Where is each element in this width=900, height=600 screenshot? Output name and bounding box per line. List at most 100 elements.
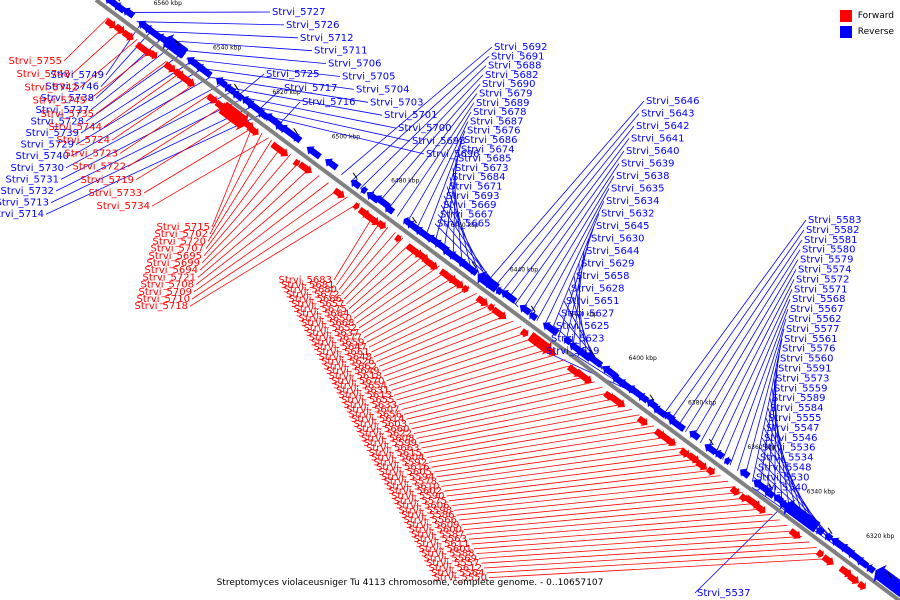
reverse-feature-arrow [519,304,532,316]
reverse-feature-arrow [866,564,876,574]
reverse-gene-label: Strvi_5658 [576,271,630,282]
forward-gene-label: Strvi_5602 [388,486,442,497]
forward-gene-label: Strvi_5612 [428,563,482,574]
forward-leader-line [195,182,329,285]
forward-leader-line [383,326,522,377]
reverse-gene-label: Strvi_5685 [458,154,512,165]
reverse-leader-line [100,31,151,87]
reverse-leader-line [443,149,460,252]
reverse-gene-label: Strvi_5746 [45,82,99,93]
tick-label: 6340 kbp [807,488,835,495]
reverse-gene-label: Strvi_5546 [764,433,818,444]
forward-gene-label: Strvi_5592 [373,457,427,468]
forward-gene-label: Strvi_5699 [146,258,200,269]
tick-mark [590,349,596,357]
forward-leader-line [197,175,320,278]
reverse-leader-line [396,102,475,217]
reverse-feature-arrow [351,179,362,190]
reverse-gene-label: Strvi_5548 [758,463,812,474]
forward-leader-line [111,82,196,141]
forward-gene-label: Strvi_5745 [32,96,86,107]
reverse-gene-label: Strvi_5629 [581,259,635,270]
forward-gene-label: Strvi_5719 [80,175,134,186]
reverse-leader-line [173,49,327,64]
forward-leader-line [351,254,426,314]
reverse-gene-label: Strvi_5690 [482,79,536,90]
reverse-gene-label: Strvi_5644 [586,246,640,257]
reverse-leader-line [198,67,355,90]
reverse-feature-arrow [764,488,776,499]
forward-gene-label: Strvi_5723 [64,148,118,159]
reverse-gene-label: Strvi_5725 [266,69,320,80]
reverse-leader-line [45,114,262,215]
reverse-gene-label: Strvi_5530 [756,472,810,483]
reverse-gene-label: Strvi_5729 [20,140,74,151]
forward-gene-label: Strvi_5722 [72,162,126,173]
forward-leader-line [191,196,348,300]
reverse-leader-line [105,24,141,76]
forward-gene-label: Strvi_5578 [383,477,437,488]
forward-gene-label: Strvi_5649 [326,366,380,377]
reverse-leader-line [387,93,478,210]
reverse-feature-arrow [501,290,518,304]
tick-mark [887,571,892,579]
forward-feature-arrow [838,565,852,578]
forward-gene-label: Strvi_5724 [56,135,110,146]
forward-feature-arrow [695,459,708,471]
tick-mark [233,83,239,91]
reverse-gene-label: Strvi_5688 [488,61,542,72]
reverse-leader-line [369,74,484,196]
forward-gene-label: Strvi_5613 [338,390,392,401]
forward-gene-label: Strvi_5721 [142,272,196,283]
forward-leader-line [193,189,339,293]
reverse-leader-line [485,100,645,284]
forward-feature-arrow [376,219,386,230]
forward-feature-arrow [729,486,740,496]
forward-leader-line [403,370,581,415]
reverse-gene-label: Strvi_5676 [467,126,521,137]
reverse-gene-label: Strvi_5576 [782,344,836,355]
forward-feature-arrow [113,23,125,34]
forward-leader-line [388,337,536,386]
forward-gene-label: Strvi_5670 [331,376,385,387]
reverse-feature-arrow [856,557,870,569]
forward-gene-label: Strvi_5647 [313,342,367,353]
forward-leader-line [451,475,721,506]
reverse-gene-label: Strvi_5555 [768,413,822,424]
reverse-gene-label: Strvi_5749 [50,70,104,81]
forward-leader-line [446,464,706,497]
forward-gene-label: Strvi_5587 [411,529,465,540]
reverse-leader-line [707,279,795,449]
reverse-gene-label: Strvi_5689 [476,98,530,109]
reverse-leader-line [550,213,600,332]
forward-leader-line [453,480,729,511]
forward-leader-line [207,139,272,242]
reverse-leader-line [75,69,201,145]
reverse-leader-line [260,114,425,155]
forward-leader-line [366,287,470,343]
reverse-gene-label: Strvi_5589 [772,393,826,404]
reverse-leader-line [751,338,783,482]
forward-leader-line [361,276,455,334]
reverse-feature-arrow [293,133,303,144]
reverse-gene-label: Strvi_5640 [626,146,680,157]
forward-leader-line [87,50,152,101]
reverse-gene-label: Strvi_5665 [437,219,491,230]
forward-leader-line [466,508,765,535]
reverse-feature-arrow [689,430,701,441]
reverse-leader-line [452,158,457,259]
reverse-gene-label: Strvi_5638 [616,171,670,182]
reverse-gene-label: Strvi_5560 [780,354,834,365]
reverse-leader-line [500,125,635,294]
forward-feature-arrow [461,284,469,294]
forward-feature-arrow [423,257,438,270]
reverse-gene-label: Strvi_5726 [286,20,340,31]
forward-gene-label: Strvi_5557 [426,558,480,569]
forward-feature-arrow [448,275,464,289]
reverse-feature-arrow [584,352,604,368]
reverse-gene-label: Strvi_5534 [760,453,814,464]
forward-leader-line [353,259,433,319]
forward-feature-arrow [687,452,700,464]
tick-label: 6320 kbp [866,533,894,540]
reverse-gene-label: Strvi_5571 [794,284,848,295]
